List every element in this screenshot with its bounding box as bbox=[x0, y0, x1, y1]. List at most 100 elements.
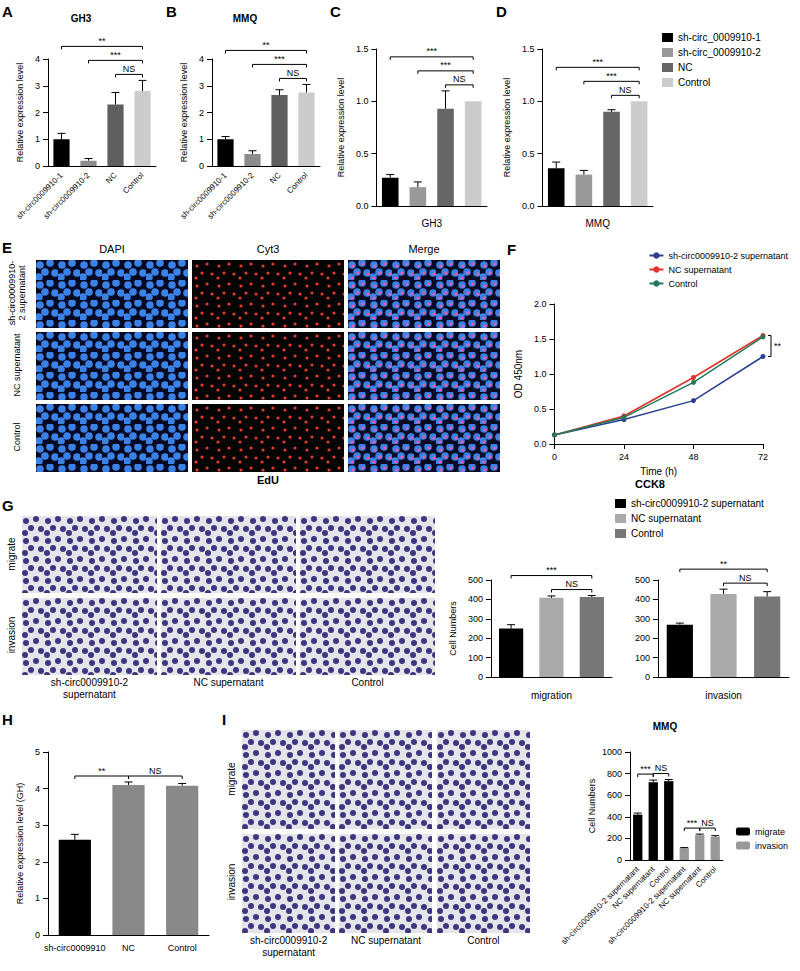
svg-text:400: 400 bbox=[468, 594, 483, 604]
svg-text:**: ** bbox=[98, 766, 106, 776]
svg-text:3: 3 bbox=[35, 81, 40, 91]
svg-text:MMQ: MMQ bbox=[585, 218, 610, 229]
svg-text:GH3: GH3 bbox=[421, 218, 442, 229]
svg-text:MMQ: MMQ bbox=[233, 13, 258, 24]
svg-text:sh-circ0009910-2: sh-circ0009910-2 bbox=[206, 170, 256, 220]
svg-text:***: *** bbox=[592, 57, 603, 67]
svg-text:sh-circ0009910-2 supernatant: sh-circ0009910-2 supernatant bbox=[606, 864, 688, 946]
svg-text:1.0: 1.0 bbox=[522, 96, 535, 106]
svg-text:200: 200 bbox=[607, 833, 622, 843]
svg-text:72: 72 bbox=[758, 452, 768, 462]
svg-text:sh-circ0009910-1: sh-circ0009910-1 bbox=[179, 170, 229, 220]
svg-text:***: *** bbox=[640, 764, 651, 774]
svg-text:Control: Control bbox=[168, 943, 197, 953]
svg-text:0: 0 bbox=[645, 672, 650, 682]
svg-text:sh-circ0009910-2 supernatant: sh-circ0009910-2 supernatant bbox=[560, 864, 642, 946]
svg-text:NS: NS bbox=[149, 766, 162, 776]
svg-text:GH3: GH3 bbox=[71, 13, 92, 24]
svg-text:Time (h): Time (h) bbox=[640, 466, 677, 477]
svg-text:500: 500 bbox=[635, 575, 650, 585]
svg-text:NS: NS bbox=[739, 573, 752, 583]
svg-text:300: 300 bbox=[468, 614, 483, 624]
svg-text:OD 450nm: OD 450nm bbox=[513, 350, 524, 398]
svg-text:NS: NS bbox=[619, 85, 632, 95]
svg-text:**: ** bbox=[774, 341, 782, 351]
svg-text:NC: NC bbox=[268, 171, 283, 186]
svg-text:0.0: 0.0 bbox=[356, 201, 369, 211]
svg-text:Control: Control bbox=[121, 171, 146, 196]
svg-text:***: *** bbox=[426, 46, 437, 56]
svg-text:**: ** bbox=[262, 40, 270, 50]
svg-text:100: 100 bbox=[468, 653, 483, 663]
svg-text:0: 0 bbox=[199, 161, 204, 171]
svg-text:2: 2 bbox=[35, 857, 40, 867]
svg-text:400: 400 bbox=[635, 594, 650, 604]
svg-text:500: 500 bbox=[468, 575, 483, 585]
svg-text:**: ** bbox=[720, 559, 728, 569]
svg-text:NS: NS bbox=[123, 64, 136, 74]
svg-text:0: 0 bbox=[617, 855, 622, 865]
svg-text:sh-circ0009910: sh-circ0009910 bbox=[44, 943, 106, 953]
svg-text:Relative expression level (GH): Relative expression level (GH) bbox=[15, 783, 25, 905]
svg-text:***: *** bbox=[440, 60, 451, 70]
svg-text:4: 4 bbox=[199, 54, 204, 64]
svg-text:48: 48 bbox=[688, 452, 698, 462]
svg-text:200: 200 bbox=[635, 633, 650, 643]
svg-text:2: 2 bbox=[35, 108, 40, 118]
svg-text:MMQ: MMQ bbox=[653, 721, 678, 732]
svg-text:NS: NS bbox=[701, 818, 714, 828]
svg-text:1.5: 1.5 bbox=[534, 334, 547, 344]
svg-text:1.5: 1.5 bbox=[522, 44, 535, 54]
svg-text:NC: NC bbox=[104, 171, 119, 186]
svg-text:NS: NS bbox=[565, 579, 578, 589]
svg-text:0: 0 bbox=[478, 672, 483, 682]
svg-text:***: *** bbox=[274, 54, 285, 64]
svg-text:***: *** bbox=[110, 50, 121, 60]
svg-text:Relative expression level: Relative expression level bbox=[15, 63, 25, 163]
svg-text:24: 24 bbox=[619, 452, 629, 462]
svg-text:migrate: migrate bbox=[755, 827, 785, 837]
svg-text:1.0: 1.0 bbox=[534, 369, 547, 379]
svg-text:0: 0 bbox=[35, 161, 40, 171]
svg-text:NS: NS bbox=[655, 763, 668, 773]
svg-text:3: 3 bbox=[35, 820, 40, 830]
svg-text:600: 600 bbox=[607, 790, 622, 800]
svg-text:800: 800 bbox=[607, 769, 622, 779]
svg-text:sh-circ0009910-2 supernatant: sh-circ0009910-2 supernatant bbox=[668, 251, 788, 261]
svg-text:invasion: invasion bbox=[755, 841, 788, 851]
svg-text:NC supernatant: NC supernatant bbox=[657, 864, 703, 910]
svg-text:Cell Numbers: Cell Numbers bbox=[448, 601, 458, 656]
svg-text:1: 1 bbox=[35, 134, 40, 144]
svg-text:200: 200 bbox=[468, 633, 483, 643]
svg-text:***: *** bbox=[546, 565, 557, 575]
svg-text:100: 100 bbox=[635, 653, 650, 663]
svg-text:Cell Numbers: Cell Numbers bbox=[587, 778, 597, 833]
svg-text:**: ** bbox=[98, 36, 106, 46]
svg-text:1: 1 bbox=[199, 134, 204, 144]
svg-text:Control: Control bbox=[285, 171, 310, 196]
svg-text:Relative expression level: Relative expression level bbox=[502, 78, 512, 178]
svg-text:1: 1 bbox=[35, 893, 40, 903]
svg-text:0.0: 0.0 bbox=[522, 201, 535, 211]
svg-text:Relative expression level: Relative expression level bbox=[179, 63, 189, 163]
svg-text:Control: Control bbox=[694, 865, 719, 890]
svg-text:sh-circ0009910-1: sh-circ0009910-1 bbox=[15, 170, 65, 220]
svg-text:2: 2 bbox=[199, 108, 204, 118]
svg-text:CCK8: CCK8 bbox=[635, 478, 665, 490]
svg-text:Relative expression level: Relative expression level bbox=[336, 78, 346, 178]
svg-text:3: 3 bbox=[199, 81, 204, 91]
svg-text:0.5: 0.5 bbox=[356, 149, 369, 159]
svg-text:1.5: 1.5 bbox=[356, 44, 369, 54]
svg-text:sh-circ0009910-2: sh-circ0009910-2 bbox=[42, 170, 92, 220]
svg-text:***: *** bbox=[687, 818, 698, 828]
svg-text:2.0: 2.0 bbox=[534, 299, 547, 309]
svg-text:0: 0 bbox=[35, 930, 40, 940]
svg-text:400: 400 bbox=[607, 812, 622, 822]
svg-text:300: 300 bbox=[635, 614, 650, 624]
svg-text:0.5: 0.5 bbox=[534, 404, 547, 414]
svg-text:1000: 1000 bbox=[602, 747, 622, 757]
svg-text:5: 5 bbox=[35, 747, 40, 757]
svg-text:migration: migration bbox=[531, 690, 572, 701]
svg-text:***: *** bbox=[606, 71, 617, 81]
svg-text:0: 0 bbox=[552, 452, 557, 462]
